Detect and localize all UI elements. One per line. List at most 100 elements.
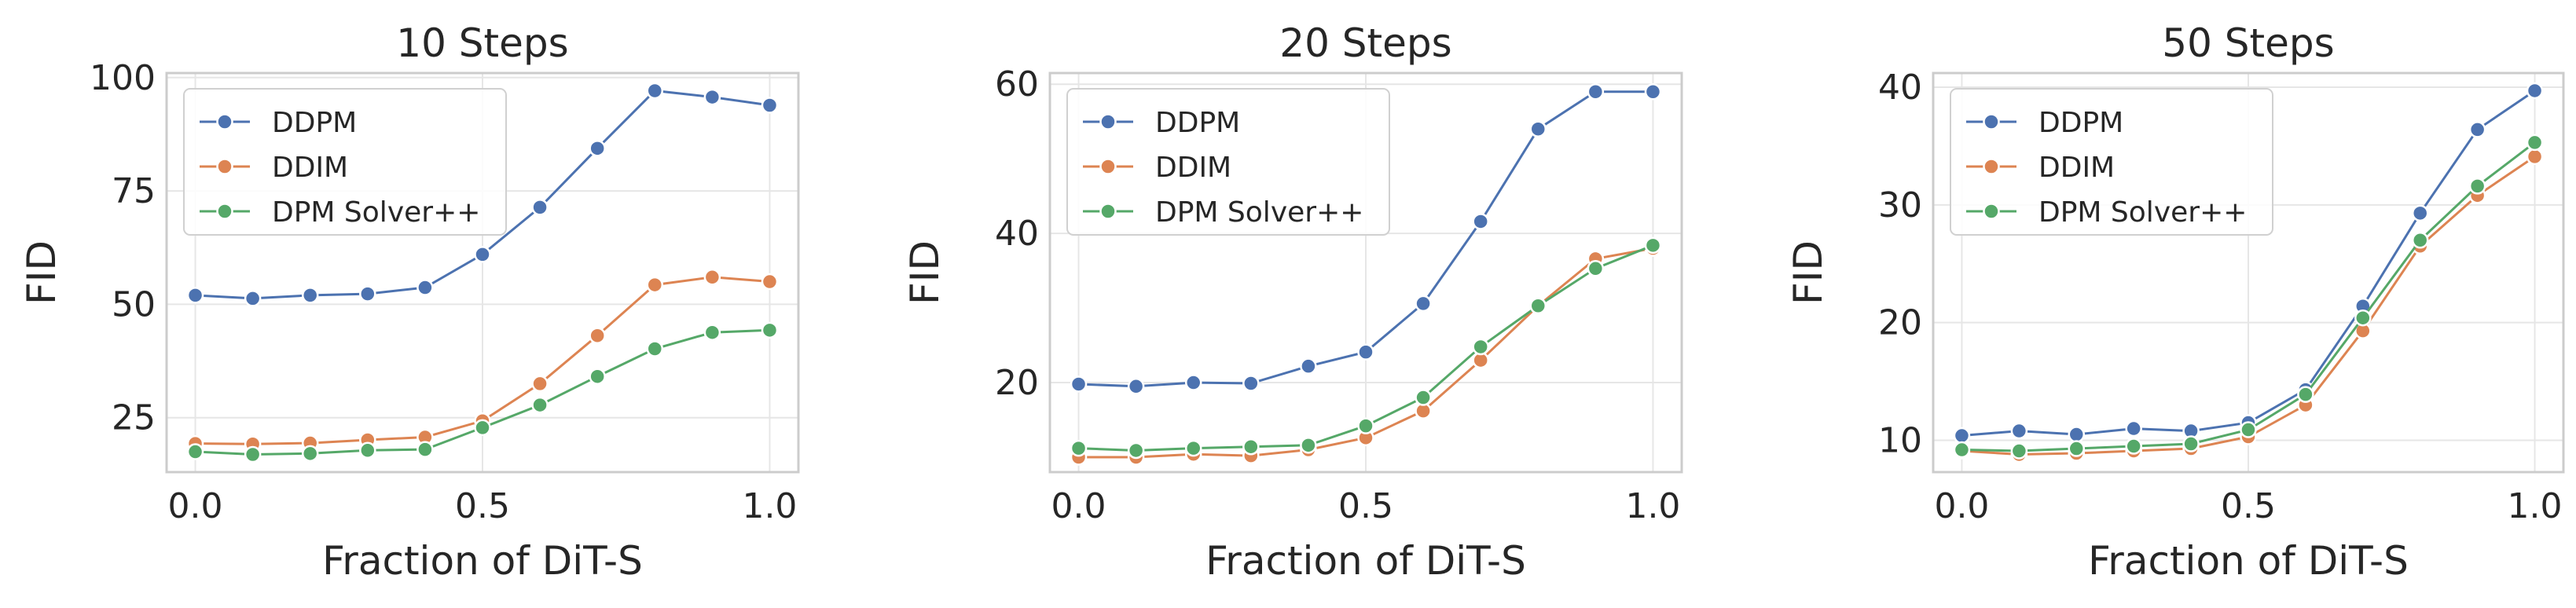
data-point <box>2297 386 2314 403</box>
legend-label: DDIM <box>272 152 348 184</box>
data-point <box>244 445 262 463</box>
legend-item: DDPM <box>1966 107 2123 139</box>
legend-item: DPM Solver++ <box>200 196 480 229</box>
data-point <box>1127 378 1145 395</box>
data-point <box>1070 439 1088 457</box>
data-point <box>1644 82 1662 101</box>
y-tick-label: 20 <box>995 363 1039 403</box>
y-tick-label: 100 <box>90 58 156 98</box>
data-point <box>703 88 721 106</box>
data-point <box>589 327 606 344</box>
x-tick-label: 0.0 <box>1934 486 1989 526</box>
data-point <box>761 273 779 291</box>
data-point <box>646 82 664 100</box>
data-point <box>1472 338 1489 356</box>
data-point <box>2526 148 2544 166</box>
x-tick-label: 0.0 <box>168 486 223 526</box>
data-point <box>2010 442 2028 460</box>
data-point <box>359 285 376 302</box>
y-axis-label: FID <box>1785 240 1831 305</box>
x-tick-label: 1.0 <box>2508 486 2563 526</box>
legend-label: DPM Solver++ <box>272 196 480 229</box>
x-axis-label: Fraction of DiT-S <box>2088 538 2409 584</box>
subplot-3: 10 20 30 40 0.0 0.5 1.0 50 Steps Fraction of DiT… <box>1785 20 2565 584</box>
data-point <box>301 445 319 463</box>
legend-item: DDPM <box>200 107 357 139</box>
data-point <box>1415 389 1432 406</box>
x-tick-label: 0.5 <box>455 486 510 526</box>
data-point <box>2468 178 2486 195</box>
data-point <box>2354 309 2372 327</box>
legend-marker <box>1983 158 2000 175</box>
data-point <box>2182 435 2200 452</box>
legend: DDPM DDIM DPM Solver++ <box>1950 88 2273 236</box>
data-point <box>416 279 434 296</box>
panel-title: 10 Steps <box>396 20 568 66</box>
data-point <box>186 287 204 304</box>
legend-item: DDIM <box>200 152 348 184</box>
x-tick-label: 0.5 <box>2221 486 2276 526</box>
data-point <box>2068 426 2086 443</box>
data-point <box>2068 440 2086 457</box>
plot-frame <box>1048 71 1683 474</box>
data-point <box>2526 134 2544 152</box>
legend-label: DDIM <box>2038 152 2115 184</box>
data-point <box>1127 441 1145 460</box>
legend-marker <box>1099 203 1117 220</box>
data-point <box>2010 422 2028 440</box>
legend-box <box>183 88 507 236</box>
legend: DDPM DDIM DPM Solver++ <box>183 88 507 236</box>
series-dpm-solver- <box>1953 134 2544 460</box>
data-point <box>474 419 491 437</box>
data-point <box>1529 120 1547 137</box>
legend-label: DDPM <box>272 107 357 139</box>
data-point <box>761 97 779 114</box>
data-point <box>646 276 664 294</box>
y-tick-label: 10 <box>1878 421 1922 461</box>
data-point <box>244 290 262 307</box>
legend-label: DDPM <box>1155 107 1240 139</box>
legend-marker <box>1099 113 1117 130</box>
data-point <box>531 375 549 393</box>
panel-title: 50 Steps <box>2162 20 2334 66</box>
panel-title: 20 Steps <box>1279 20 1451 66</box>
data-point <box>703 269 721 286</box>
legend-marker <box>1099 158 1117 175</box>
data-point <box>1357 343 1374 361</box>
data-point <box>301 287 319 304</box>
subplot-2: 20 40 60 0.0 0.5 1.0 20 Steps Fraction of DiT-S… <box>902 20 1683 584</box>
y-tick-label: 60 <box>995 64 1039 104</box>
y-tick-label: 75 <box>112 171 156 211</box>
data-point <box>2411 232 2429 249</box>
data-point <box>589 368 606 385</box>
y-tick-label: 30 <box>1878 185 1922 225</box>
legend-item: DPM Solver++ <box>1083 196 1363 229</box>
legend: DDPM DDIM DPM Solver++ <box>1066 88 1390 236</box>
legend-item: DPM Solver++ <box>1966 196 2247 229</box>
legend-marker <box>1983 203 2000 220</box>
legend-item: DDPM <box>1083 107 1240 139</box>
y-tick-label: 25 <box>112 398 156 438</box>
x-axis-label: Fraction of DiT-S <box>1205 538 1526 584</box>
data-point <box>1300 437 1317 454</box>
legend-marker <box>216 203 233 220</box>
legend-label: DDPM <box>2038 107 2123 139</box>
data-point <box>1953 427 1971 445</box>
data-point <box>703 324 721 341</box>
data-point <box>1472 213 1489 230</box>
subplot-1: 25 50 75 100 0.0 0.5 1.0 10 Steps Fraction of Di… <box>19 20 800 584</box>
y-tick-label: 40 <box>1878 68 1922 108</box>
data-point <box>1300 357 1317 375</box>
x-tick-label: 0.5 <box>1338 486 1393 526</box>
series-ddpm <box>1070 82 1662 395</box>
legend-marker <box>1983 113 2000 130</box>
legend-label: DPM Solver++ <box>2038 196 2247 229</box>
data-point <box>761 321 779 339</box>
data-point <box>1415 295 1432 313</box>
data-point <box>646 340 664 357</box>
data-point <box>1587 260 1605 277</box>
plot-frame <box>1932 71 2565 474</box>
data-point <box>1242 375 1260 392</box>
legend-marker <box>216 158 233 175</box>
legend-label: DPM Solver++ <box>1155 196 1363 229</box>
